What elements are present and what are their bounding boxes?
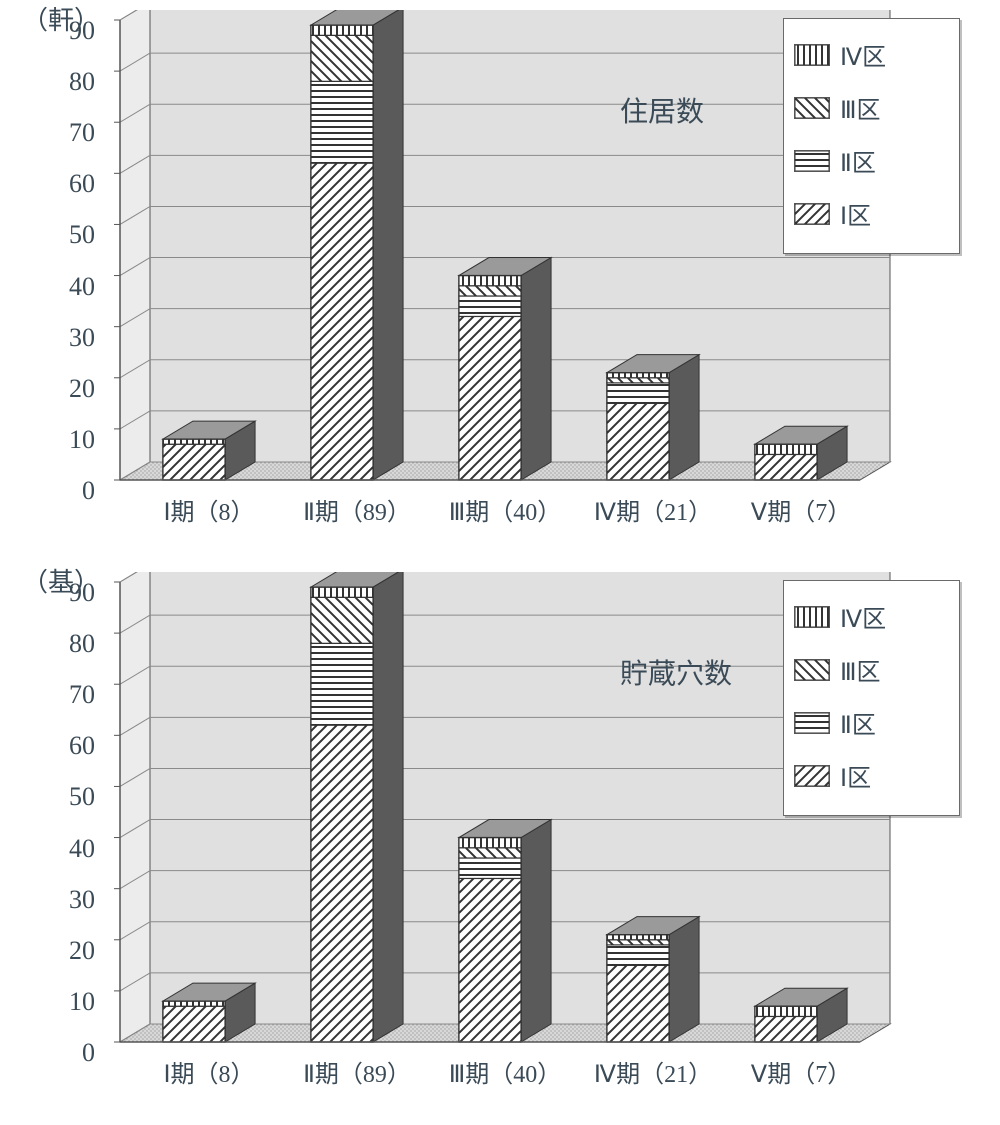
bar-segment-p3-zone3 xyxy=(459,286,521,296)
y-tick-10: 10 xyxy=(55,987,95,1017)
y-tick-90: 90 xyxy=(55,578,95,608)
y-tick-20: 20 xyxy=(55,374,95,404)
chart-title: 住居数 xyxy=(620,90,704,130)
y-tick-50: 50 xyxy=(55,782,95,812)
legend-label-zone3: Ⅲ区 xyxy=(840,90,881,125)
bar-segment-p1-zone1 xyxy=(163,1006,225,1042)
bar-segment-p2-zone1 xyxy=(311,725,373,1042)
bar-segment-p3-zone4 xyxy=(459,838,521,848)
bar-segment-p2-zone4 xyxy=(311,587,373,597)
bar-segment-p1-zone1 xyxy=(163,444,225,480)
y-tick-30: 30 xyxy=(55,885,95,915)
bar-segment-p2-zone2 xyxy=(311,81,373,163)
legend-swatch-zone4 xyxy=(794,606,830,628)
x-label-p1: Ⅰ期（8） xyxy=(163,492,254,527)
legend-item-zone2: Ⅱ区 xyxy=(794,705,949,740)
y-tick-70: 70 xyxy=(55,680,95,710)
bar-segment-p2-zone3 xyxy=(311,35,373,81)
bar-segment-p1-zone4 xyxy=(163,439,225,444)
x-label-p4: Ⅳ期（21） xyxy=(594,492,712,527)
y-tick-60: 60 xyxy=(55,169,95,199)
legend-swatch-zone2 xyxy=(794,150,830,172)
legend-item-zone2: Ⅱ区 xyxy=(794,143,949,178)
legend-swatch-zone1 xyxy=(794,765,830,787)
y-tick-0: 0 xyxy=(55,1038,95,1068)
legend-label-zone4: Ⅳ区 xyxy=(840,599,886,634)
y-tick-0: 0 xyxy=(55,476,95,506)
bar-segment-p2-zone4 xyxy=(311,25,373,35)
y-tick-20: 20 xyxy=(55,936,95,966)
legend-swatch-zone2 xyxy=(794,712,830,734)
y-tick-10: 10 xyxy=(55,425,95,455)
x-label-p5: Ⅴ期（7） xyxy=(751,1054,851,1089)
x-label-p5: Ⅴ期（7） xyxy=(751,492,851,527)
legend-item-zone4: Ⅳ区 xyxy=(794,37,949,72)
chart-title: 貯蔵穴数 xyxy=(620,652,732,692)
bar-segment-p5-zone1 xyxy=(755,1016,817,1042)
x-label-p2: Ⅱ期（89） xyxy=(303,1054,411,1089)
legend-item-zone3: Ⅲ区 xyxy=(794,90,949,125)
bar-segment-p2-zone2 xyxy=(311,643,373,725)
y-tick-40: 40 xyxy=(55,834,95,864)
x-label-p2: Ⅱ期（89） xyxy=(303,492,411,527)
bar-segment-p4-zone1 xyxy=(607,965,669,1042)
bar-segment-p1-zone4 xyxy=(163,1001,225,1006)
y-tick-50: 50 xyxy=(55,220,95,250)
legend-item-zone1: Ⅰ区 xyxy=(794,196,949,231)
y-tick-90: 90 xyxy=(55,16,95,46)
bar-segment-p3-zone2 xyxy=(459,858,521,878)
legend-swatch-zone3 xyxy=(794,659,830,681)
bar-segment-p4-zone1 xyxy=(607,403,669,480)
bar-segment-p5-zone4 xyxy=(755,1006,817,1016)
bar-segment-p5-zone4 xyxy=(755,444,817,454)
legend-label-zone2: Ⅱ区 xyxy=(840,705,876,740)
bar-segment-p2-zone3 xyxy=(311,597,373,643)
chart-storage: （基）0102030405060708090貯蔵穴数 Ⅳ区 Ⅲ区 Ⅱ区 Ⅰ区 Ⅰ… xyxy=(0,562,1000,1124)
legend-item-zone1: Ⅰ区 xyxy=(794,758,949,793)
legend-label-zone4: Ⅳ区 xyxy=(840,37,886,72)
legend-label-zone1: Ⅰ区 xyxy=(840,758,871,793)
x-label-p1: Ⅰ期（8） xyxy=(163,1054,254,1089)
bar-segment-p4-zone3 xyxy=(607,378,669,383)
bar-segment-p2-zone1 xyxy=(311,163,373,480)
legend-item-zone4: Ⅳ区 xyxy=(794,599,949,634)
x-label-p3: Ⅲ期（40） xyxy=(449,492,562,527)
y-tick-70: 70 xyxy=(55,118,95,148)
bar-segment-p4-zone3 xyxy=(607,940,669,945)
bar-segment-p4-zone4 xyxy=(607,373,669,378)
bar-segment-p5-zone1 xyxy=(755,454,817,480)
y-tick-80: 80 xyxy=(55,629,95,659)
legend-swatch-zone1 xyxy=(794,203,830,225)
legend: Ⅳ区 Ⅲ区 Ⅱ区 Ⅰ区 xyxy=(783,18,960,254)
y-tick-60: 60 xyxy=(55,731,95,761)
x-label-p4: Ⅳ期（21） xyxy=(594,1054,712,1089)
bar-segment-p4-zone4 xyxy=(607,935,669,940)
legend-label-zone2: Ⅱ区 xyxy=(840,143,876,178)
legend-item-zone3: Ⅲ区 xyxy=(794,652,949,687)
legend-label-zone1: Ⅰ区 xyxy=(840,196,871,231)
legend-swatch-zone3 xyxy=(794,97,830,119)
legend-swatch-zone4 xyxy=(794,44,830,66)
y-tick-40: 40 xyxy=(55,272,95,302)
chart-dwellings: （軒）0102030405060708090住居数 Ⅳ区 Ⅲ区 Ⅱ区 Ⅰ区 Ⅰ期… xyxy=(0,0,1000,562)
bar-segment-p3-zone1 xyxy=(459,878,521,1042)
bar-segment-p3-zone2 xyxy=(459,296,521,316)
bar-segment-p3-zone3 xyxy=(459,848,521,858)
legend-label-zone3: Ⅲ区 xyxy=(840,652,881,687)
y-tick-30: 30 xyxy=(55,323,95,353)
bar-segment-p3-zone1 xyxy=(459,316,521,480)
bar-segment-p4-zone2 xyxy=(607,383,669,403)
bar-segment-p4-zone2 xyxy=(607,945,669,965)
bar-segment-p3-zone4 xyxy=(459,276,521,286)
x-label-p3: Ⅲ期（40） xyxy=(449,1054,562,1089)
y-tick-80: 80 xyxy=(55,67,95,97)
legend: Ⅳ区 Ⅲ区 Ⅱ区 Ⅰ区 xyxy=(783,580,960,816)
